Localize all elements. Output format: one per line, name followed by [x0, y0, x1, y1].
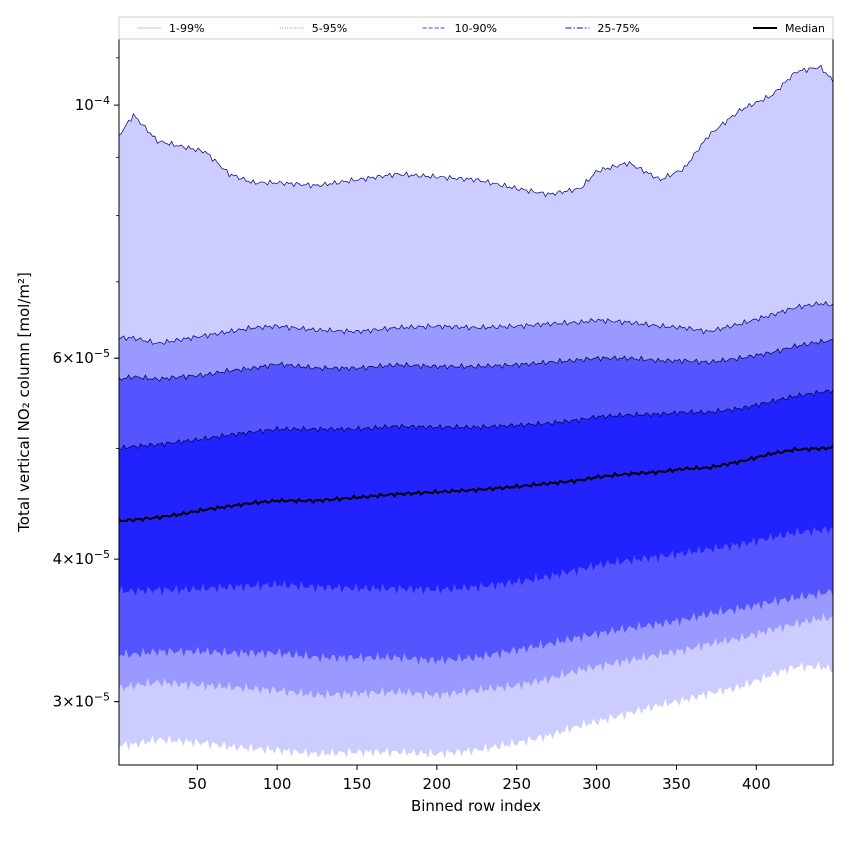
x-tick-label: 250 — [502, 775, 531, 793]
y-tick-label: 4×10−5 — [53, 548, 110, 569]
band-10-90%-upper-edge — [119, 338, 833, 382]
x-axis: 50 100 150 200 250 300 350 400 — [188, 765, 771, 793]
y-tick-label: 3×10−5 — [53, 690, 110, 711]
y-axis: 3×10−5 4×10−5 6×10−5 10−4 — [53, 57, 119, 711]
x-tick-label: 150 — [343, 775, 372, 793]
x-axis-label: Binned row index — [411, 797, 541, 815]
y-tick-label: 10−4 — [75, 94, 110, 115]
x-tick-label: 300 — [582, 775, 611, 793]
legend-label-Median: Median — [785, 22, 825, 35]
band-1-99%-upper-edge — [119, 64, 833, 198]
legend-label-25-75%: 25-75% — [597, 22, 639, 35]
x-tick-label: 50 — [188, 775, 207, 793]
legend-label-10-90%: 10-90% — [455, 22, 497, 35]
y-tick-label: 6×10−5 — [53, 347, 110, 368]
x-tick-label: 200 — [423, 775, 452, 793]
bands-group — [119, 64, 833, 759]
x-tick-label: 400 — [742, 775, 771, 793]
band-25-75%-upper-edge — [119, 389, 833, 451]
band-5-95%-upper-edge — [119, 300, 833, 345]
plot-area — [119, 64, 833, 759]
legend-label-5-95%: 5-95% — [312, 22, 347, 35]
y-axis-label: Total vertical NO₂ column [mol/m²] — [15, 272, 33, 533]
legend-label-1-99%: 1-99% — [169, 22, 204, 35]
legend-box — [118, 16, 834, 40]
x-tick-label: 350 — [662, 775, 691, 793]
x-tick-label: 100 — [263, 775, 292, 793]
median-line — [119, 445, 833, 523]
legend: 1-99% 5-95% 10-90% 25-75% Median — [118, 16, 834, 40]
